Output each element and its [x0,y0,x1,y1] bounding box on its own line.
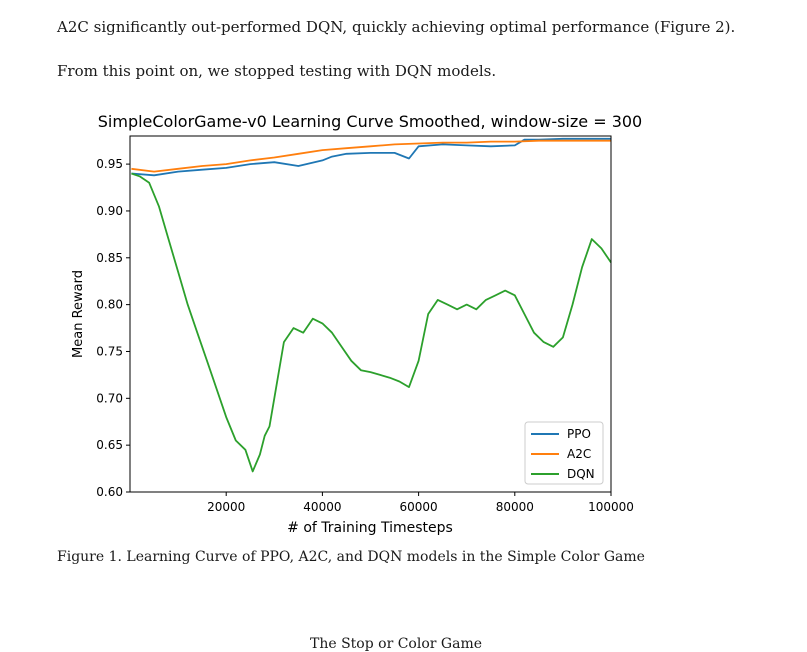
section-heading: The Stop or Color Game [310,636,482,652]
x-tick-label: 20000 [207,500,245,514]
legend-label: PPO [567,427,591,441]
x-axis: 20000 40000 60000 80000 100000 [207,492,634,514]
paragraph-text: A2C significantly out-performed DQN, qui… [57,18,736,36]
series-line-ppo [131,137,611,177]
y-axis: 0.60 0.65 0.70 0.75 0.80 0.85 0.90 0.95 [96,157,130,499]
y-tick-label: 0.85 [96,251,123,265]
x-tick-label: 40000 [303,500,341,514]
y-tick-label: 0.60 [96,485,123,499]
legend-label: A2C [567,447,591,461]
y-tick-label: 0.80 [96,298,123,312]
y-tick-label: 0.70 [96,391,123,405]
legend: PPO A2C DQN [524,421,604,485]
paragraph-text: From this point on, we stopped testing w… [57,62,497,80]
plot-frame [129,135,612,493]
x-axis-label: # of Training Timesteps [287,520,453,536]
y-tick-label: 0.95 [96,157,123,171]
chart-title: SimpleColorGame-v0 Learning Curve Smooth… [98,112,642,131]
legend-label: DQN [567,467,595,481]
series-line-dqn [131,172,612,473]
y-tick-label: 0.65 [96,438,123,452]
series-line-a2c [131,139,611,173]
y-axis-label: Mean Reward [71,270,86,358]
x-tick-label: 60000 [400,500,438,514]
x-tick-label: 100000 [588,500,634,514]
series-lines [131,137,612,473]
figure-caption: Figure 1. Learning Curve of PPO, A2C, an… [57,549,645,565]
legend-box [524,421,604,485]
y-tick-label: 0.90 [96,204,123,218]
x-tick-label: 80000 [496,500,534,514]
y-tick-label: 0.75 [96,344,123,358]
